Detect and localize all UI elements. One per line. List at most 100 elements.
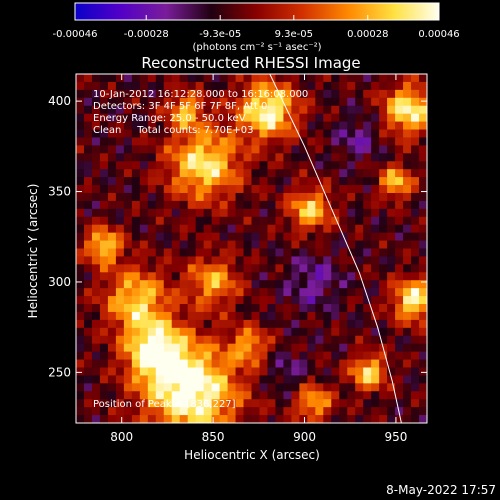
heatmap-cell [179, 232, 189, 242]
heatmap-cell [211, 177, 221, 186]
heatmap-cell [315, 399, 324, 408]
heatmap-cell [131, 137, 141, 146]
heatmap-cell [347, 383, 356, 392]
heatmap-cell [291, 105, 300, 115]
heatmap-cell [227, 129, 237, 139]
heatmap-cell [147, 113, 157, 123]
heatmap-cell [387, 367, 396, 377]
heatmap-cell [339, 343, 348, 353]
heatmap-cell [195, 304, 205, 313]
heatmap-cell [411, 415, 420, 423]
heatmap-cell [91, 391, 101, 400]
heatmap-cell [379, 272, 388, 281]
heatmap-cell [243, 81, 253, 91]
heatmap-cell [131, 161, 141, 170]
heatmap-cell [283, 351, 292, 361]
heatmap-cell [83, 399, 93, 408]
heatmap-cell [379, 248, 388, 258]
heatmap-cell [147, 137, 157, 146]
heatmap-cell [203, 359, 213, 369]
heatmap-cell [395, 383, 404, 392]
heatmap-cell [219, 288, 229, 297]
heatmap-cell [76, 343, 85, 353]
heatmap-cell [299, 335, 308, 345]
heatmap-cell [307, 359, 316, 369]
heatmap-cell [347, 81, 356, 91]
heatmap-cell [387, 304, 396, 313]
heatmap-cell [315, 137, 324, 146]
heatmap-cell [99, 383, 109, 392]
heatmap-cell [347, 89, 356, 99]
heatmap-cell [219, 200, 229, 210]
heatmap-cell [331, 367, 340, 377]
heatmap-cell [355, 129, 364, 139]
heatmap-cell [147, 153, 157, 162]
heatmap-cell [211, 288, 221, 297]
heatmap-cell [171, 367, 181, 377]
heatmap-cell [347, 113, 356, 123]
heatmap-cell [187, 97, 197, 107]
heatmap-cell [76, 97, 85, 107]
heatmap-cell [371, 248, 380, 258]
heatmap-cell [251, 304, 261, 313]
heatmap-cell [163, 383, 173, 392]
heatmap-cell [299, 240, 308, 250]
heatmap-cell [307, 89, 316, 99]
heatmap-cell [155, 343, 165, 353]
heatmap-cell [163, 97, 173, 107]
heatmap-cell [147, 169, 157, 178]
heatmap-cell [107, 375, 117, 384]
heatmap-cell [419, 129, 427, 139]
heatmap-cell [291, 304, 300, 313]
heatmap-cell [99, 216, 109, 226]
heatmap-cell [203, 208, 213, 218]
heatmap-cell [235, 137, 245, 146]
heatmap-cell [163, 240, 173, 250]
heatmap-cell [411, 105, 420, 115]
y-tick-label: 400 [48, 94, 71, 108]
heatmap-cell [131, 105, 141, 115]
heatmap-cell [219, 129, 229, 139]
heatmap-cell [395, 351, 404, 361]
heatmap-cell [379, 113, 388, 123]
heatmap-cell [371, 351, 380, 361]
heatmap-cell [195, 137, 205, 146]
heatmap-cell [379, 391, 388, 400]
heatmap-cell [171, 311, 181, 321]
heatmap-cell [155, 399, 165, 408]
heatmap-cell [227, 327, 237, 337]
heatmap-cell [83, 216, 93, 226]
heatmap-cell [339, 137, 348, 146]
heatmap-cell [171, 137, 181, 146]
x-tick-label: 900 [293, 430, 316, 444]
heatmap-cell [291, 81, 300, 91]
heatmap-cell [187, 200, 197, 210]
heatmap-cell [131, 304, 141, 313]
heatmap-cell [203, 224, 213, 234]
heatmap-cell [203, 327, 213, 337]
heatmap-cell [147, 208, 157, 218]
heatmap-cell [419, 383, 427, 392]
heatmap-cell [363, 74, 372, 83]
heatmap-cell [91, 319, 101, 329]
heatmap-cell [219, 296, 229, 305]
heatmap-cell [371, 335, 380, 345]
heatmap-cell [211, 327, 221, 337]
heatmap-cell [347, 264, 356, 273]
heatmap-cell [275, 97, 285, 107]
heatmap-cell [171, 208, 181, 218]
heatmap-cell [187, 177, 197, 186]
heatmap-cell [179, 200, 189, 210]
heatmap-cell [131, 351, 141, 361]
heatmap-cell [203, 248, 213, 258]
heatmap-cell [203, 74, 213, 83]
heatmap-cell [219, 224, 229, 234]
heatmap-cell [339, 311, 348, 321]
heatmap-cell [363, 224, 372, 234]
heatmap-cell [307, 264, 316, 273]
heatmap-cell [387, 129, 396, 139]
heatmap-cell [235, 256, 245, 265]
heatmap-cell [339, 177, 348, 186]
heatmap-cell [131, 359, 141, 369]
heatmap-cell [155, 327, 165, 337]
